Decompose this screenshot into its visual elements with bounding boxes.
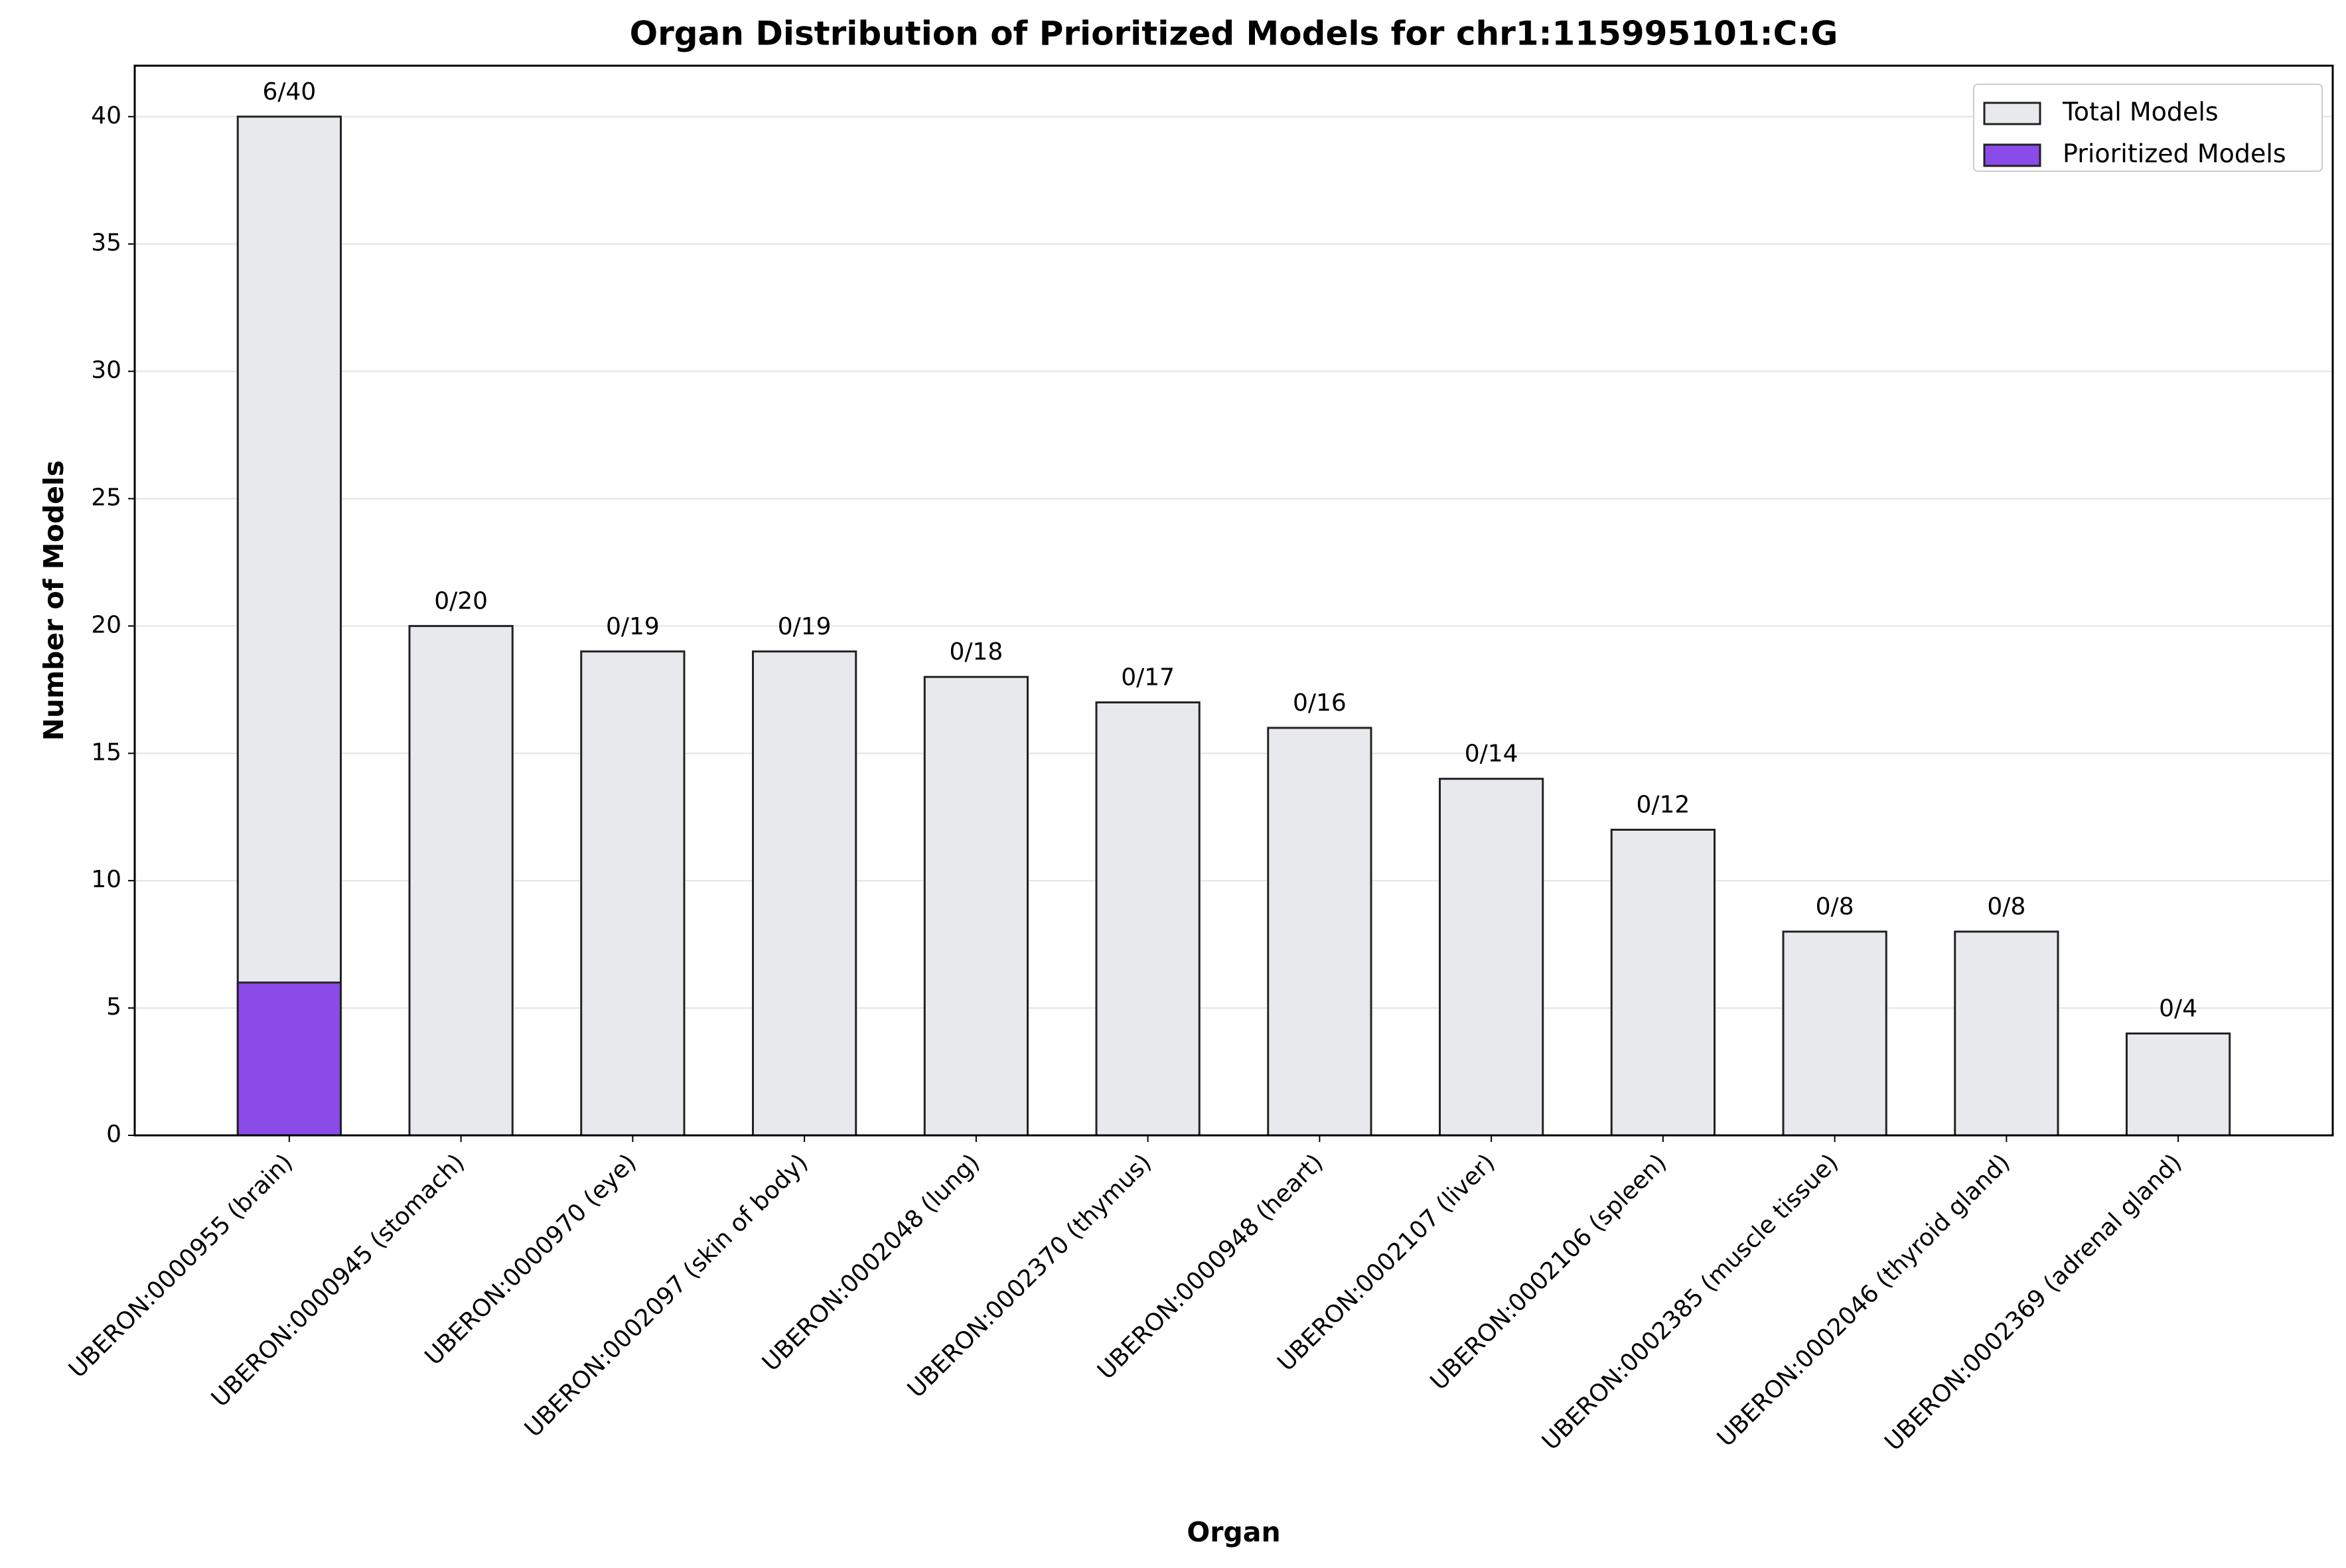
bar-label: 0/20 [434,587,488,614]
bar [1954,930,2059,1137]
bar-label: 0/8 [1816,893,1854,920]
bar [580,650,686,1137]
legend-box [1973,84,2323,172]
bar [236,115,342,1137]
bar [2126,1032,2231,1137]
x-tick-label: UBERON:0002385 (muscle tissue) [1537,1149,1844,1455]
legend-swatch [1983,143,2041,167]
y-axis-label: Number of Models [38,461,70,741]
bar [408,624,514,1137]
x-tick-label: UBERON:0002097 (skin of body) [520,1149,814,1443]
y-tick-label: 10 [91,866,121,893]
bar [923,676,1029,1137]
legend-label: Total Models [2062,98,2219,127]
bar-label: 6/40 [262,78,316,106]
bar-label: 0/12 [1636,791,1690,818]
bar-label: 0/4 [2159,995,2197,1022]
legend-swatch [1983,102,2041,125]
y-tick-label: 40 [91,102,121,129]
bar [1267,727,1372,1137]
y-tick-label: 30 [91,357,121,384]
bar-label: 0/8 [1987,893,2025,920]
bar-label: 0/19 [606,613,660,640]
chart-title: Organ Distribution of Prioritized Models… [630,15,1838,53]
x-axis-label: Organ [1187,1516,1280,1548]
x-tick-label: UBERON:0002046 (thyroid gland) [1712,1149,2016,1452]
bar-label: 0/17 [1121,664,1175,691]
y-tick-label: 25 [91,484,121,511]
bar [1439,778,1544,1137]
bar [1095,701,1201,1137]
x-tick-label: UBERON:0002369 (adrenal gland) [1879,1149,2187,1456]
plot-frame [133,64,2334,1137]
bar-label: 0/18 [949,638,1003,666]
legend-label: Prioritized Models [2063,139,2286,169]
bar [236,981,342,1137]
y-tick-label: 5 [106,993,121,1021]
bar-label: 0/16 [1293,689,1347,717]
y-tick-label: 35 [91,230,121,257]
y-tick-label: 15 [91,739,121,766]
bar-label: 0/19 [778,613,832,640]
y-tick-label: 20 [91,611,121,638]
bar-label: 0/14 [1465,741,1518,768]
bar [1610,828,1716,1137]
y-tick-label: 0 [106,1121,121,1148]
bar [1782,930,1887,1137]
bar [752,650,857,1137]
